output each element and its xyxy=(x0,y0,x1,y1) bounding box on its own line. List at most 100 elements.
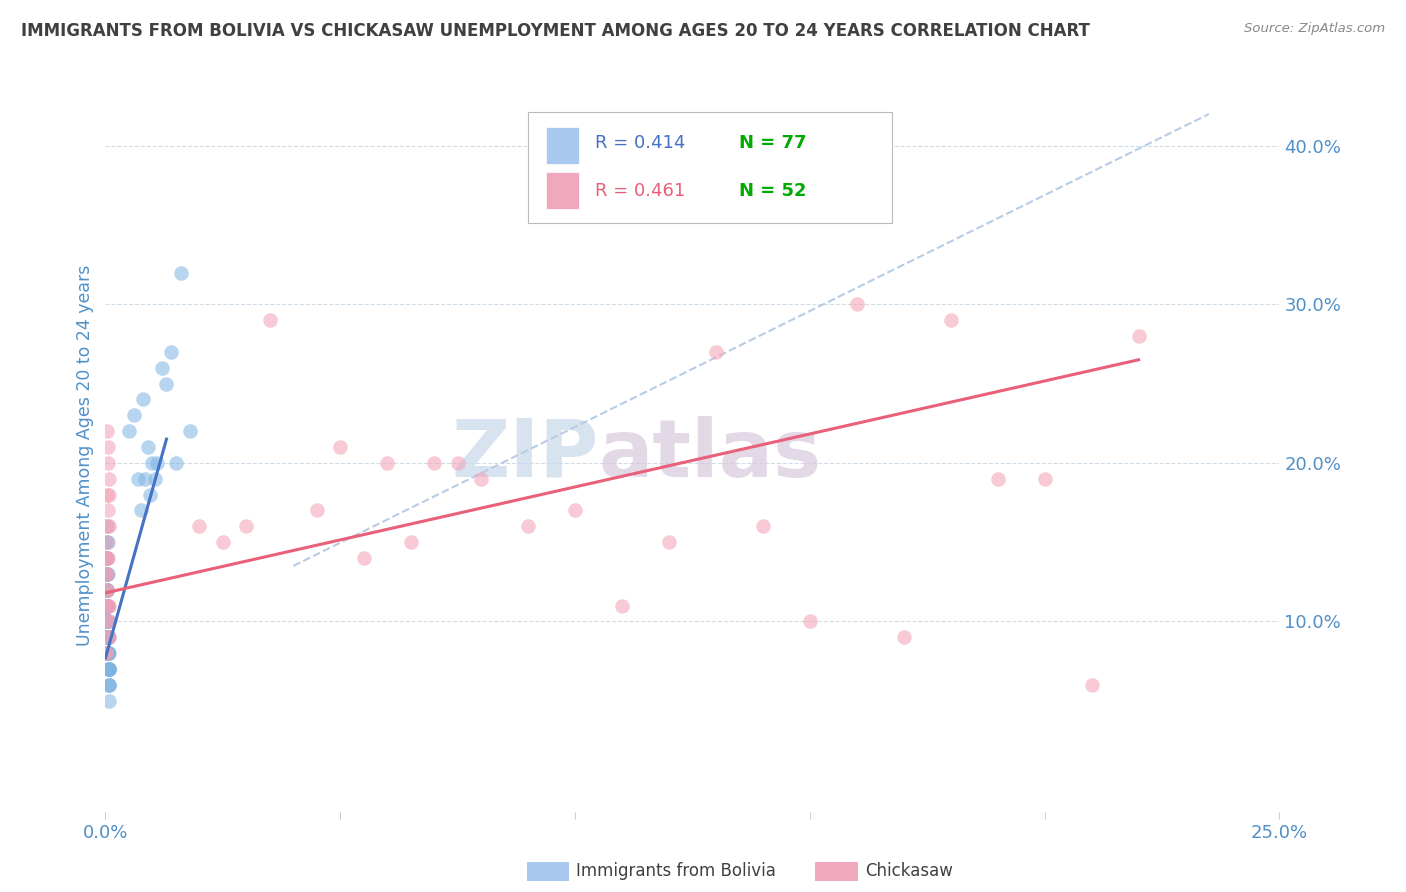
Point xyxy=(96,551,118,566)
Text: R = 0.414: R = 0.414 xyxy=(595,134,685,152)
Point xyxy=(96,551,118,566)
Point xyxy=(96,424,118,438)
Point xyxy=(97,646,120,660)
Point xyxy=(179,424,201,438)
Point xyxy=(96,615,118,629)
Text: Chickasaw: Chickasaw xyxy=(865,863,953,880)
Point xyxy=(97,646,120,660)
Point xyxy=(96,582,118,597)
Point xyxy=(96,599,118,613)
Text: R = 0.461: R = 0.461 xyxy=(595,182,685,200)
Point xyxy=(97,646,120,660)
Point xyxy=(97,551,120,566)
Point xyxy=(329,440,352,454)
Point xyxy=(96,582,118,597)
Point xyxy=(423,456,446,470)
Point xyxy=(97,646,120,660)
Point xyxy=(97,694,120,708)
FancyBboxPatch shape xyxy=(529,112,891,223)
Point xyxy=(610,599,633,613)
Text: N = 52: N = 52 xyxy=(740,182,807,200)
FancyBboxPatch shape xyxy=(546,171,579,209)
Point xyxy=(96,646,118,660)
Point xyxy=(97,456,120,470)
Point xyxy=(97,519,120,533)
Point xyxy=(132,392,155,407)
Point xyxy=(139,487,162,501)
Point xyxy=(97,630,120,644)
Point xyxy=(96,615,118,629)
Y-axis label: Unemployment Among Ages 20 to 24 years: Unemployment Among Ages 20 to 24 years xyxy=(76,264,94,646)
Point xyxy=(96,566,118,581)
Point xyxy=(136,440,159,454)
Point xyxy=(704,344,727,359)
Point xyxy=(845,297,868,311)
Point xyxy=(399,535,422,549)
Point xyxy=(141,456,163,470)
Point xyxy=(122,409,145,423)
Point xyxy=(97,662,120,676)
Point xyxy=(150,360,173,375)
Point xyxy=(97,519,120,533)
Point xyxy=(96,535,118,549)
Point xyxy=(97,566,120,581)
Point xyxy=(160,344,183,359)
Point xyxy=(96,646,118,660)
Point xyxy=(96,566,118,581)
Point xyxy=(96,646,118,660)
Point xyxy=(1080,678,1102,692)
Point xyxy=(97,646,120,660)
Point xyxy=(97,662,120,676)
Point xyxy=(98,630,121,644)
Point xyxy=(96,566,118,581)
Point xyxy=(1128,329,1150,343)
Point xyxy=(96,615,118,629)
Point xyxy=(98,662,121,676)
Point xyxy=(155,376,177,391)
Point xyxy=(96,582,118,597)
Text: atlas: atlas xyxy=(599,416,821,494)
Point xyxy=(96,551,118,566)
Point xyxy=(97,503,120,517)
Point xyxy=(134,472,156,486)
Point xyxy=(97,535,120,549)
Point xyxy=(96,582,118,597)
Point xyxy=(97,599,120,613)
Point xyxy=(143,472,166,486)
Point xyxy=(353,551,375,566)
Point xyxy=(752,519,775,533)
Point xyxy=(96,566,118,581)
Point xyxy=(97,630,120,644)
Point xyxy=(96,599,118,613)
Point xyxy=(97,615,120,629)
Point xyxy=(98,487,121,501)
Point xyxy=(96,630,118,644)
Point xyxy=(939,313,962,327)
Point xyxy=(96,551,118,566)
Point xyxy=(96,487,118,501)
Text: Immigrants from Bolivia: Immigrants from Bolivia xyxy=(576,863,776,880)
Point xyxy=(96,582,118,597)
Point xyxy=(211,535,233,549)
Point xyxy=(375,456,398,470)
Point xyxy=(235,519,257,533)
Point xyxy=(97,646,120,660)
Point xyxy=(96,599,118,613)
Point xyxy=(658,535,681,549)
Point xyxy=(146,456,169,470)
Point xyxy=(96,582,118,597)
Point xyxy=(129,503,152,517)
Point xyxy=(97,662,120,676)
Point xyxy=(564,503,586,517)
Point xyxy=(98,472,121,486)
Point xyxy=(259,313,281,327)
Point xyxy=(165,456,187,470)
Point xyxy=(96,582,118,597)
Point xyxy=(169,266,191,280)
FancyBboxPatch shape xyxy=(546,128,579,164)
Point xyxy=(1033,472,1056,486)
Point xyxy=(96,599,118,613)
Point xyxy=(446,456,468,470)
Point xyxy=(97,630,120,644)
Point xyxy=(470,472,492,486)
